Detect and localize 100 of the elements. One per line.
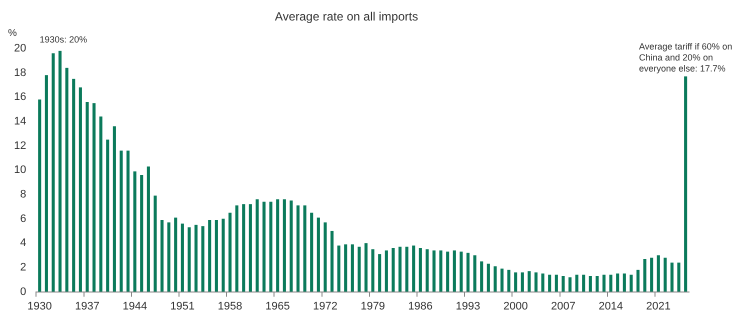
bar — [520, 272, 524, 292]
y-tick-label: 8 — [20, 188, 26, 200]
bar — [330, 230, 334, 292]
bar — [473, 255, 476, 292]
bar — [616, 274, 620, 292]
x-tick-label: 1986 — [408, 300, 433, 312]
bar — [222, 218, 225, 292]
bar — [58, 50, 62, 292]
x-tick-label: 2021 — [646, 300, 671, 312]
bar — [310, 212, 314, 292]
bar — [194, 224, 198, 292]
bar — [405, 246, 408, 292]
bar — [466, 252, 470, 292]
bar — [174, 218, 178, 292]
bar — [622, 274, 626, 292]
bar — [256, 199, 259, 292]
bar — [180, 224, 184, 292]
y-tick-label: 2 — [20, 261, 26, 274]
y-tick-label: 20 — [14, 42, 26, 54]
bar — [486, 264, 490, 292]
bar — [432, 250, 436, 292]
y-tick-label: 10 — [14, 164, 26, 176]
bar — [575, 274, 578, 292]
x-tick-label: 1965 — [265, 300, 290, 312]
bar — [282, 199, 286, 292]
bar — [242, 204, 246, 292]
y-tick-label: 0 — [20, 286, 26, 298]
bar — [140, 174, 144, 292]
x-tick-label: 2007 — [550, 300, 576, 312]
y-tick-label: 6 — [20, 212, 26, 225]
bar — [364, 243, 368, 292]
bar — [602, 274, 606, 292]
bar — [228, 212, 232, 292]
bar — [371, 249, 374, 292]
bar — [38, 100, 42, 292]
bar — [133, 171, 136, 292]
bar — [398, 246, 402, 292]
bar — [154, 196, 157, 292]
bar — [350, 244, 354, 292]
bar — [588, 276, 592, 292]
bar — [235, 205, 238, 292]
bar — [446, 252, 450, 292]
bar — [677, 262, 680, 292]
bar — [112, 126, 116, 292]
bar — [562, 276, 565, 292]
bar — [630, 274, 633, 292]
bar — [500, 268, 504, 292]
bar — [452, 250, 456, 292]
bar — [636, 270, 640, 292]
bar — [418, 248, 422, 292]
bar — [72, 78, 76, 292]
bar — [358, 246, 361, 292]
x-tick-label: 1951 — [170, 300, 195, 312]
bar — [262, 202, 266, 292]
bar — [514, 272, 518, 292]
bar — [596, 276, 599, 292]
text: 1930s: 20% — [40, 34, 88, 44]
bar — [643, 258, 646, 292]
bar — [460, 252, 463, 292]
bar — [582, 274, 586, 292]
y-tick-label: 16 — [14, 91, 26, 104]
bar — [392, 248, 395, 292]
bar — [188, 227, 191, 292]
bar — [160, 220, 164, 292]
bar — [480, 261, 484, 292]
bar — [670, 262, 674, 292]
chart-title: Average rate on all imports — [274, 10, 418, 24]
bar — [276, 199, 280, 292]
bar — [78, 87, 82, 292]
bar — [554, 274, 558, 292]
bar — [296, 205, 300, 292]
x-tick-label: 1937 — [74, 300, 100, 312]
x-tick-label: 2014 — [598, 300, 624, 312]
bar — [439, 250, 442, 292]
bar — [208, 220, 212, 292]
bar — [65, 68, 68, 292]
bar — [167, 222, 170, 292]
bar — [507, 270, 510, 292]
bar — [684, 76, 688, 292]
y-tick-label: 12 — [14, 140, 26, 152]
x-tick-label: 2000 — [503, 300, 528, 312]
x-tick-label: 1993 — [456, 300, 480, 312]
bar — [412, 246, 416, 292]
data-label: Average tariff if 60% on China and 20% on everyone else: 17.7% — [638, 41, 732, 74]
bar — [316, 218, 320, 292]
x-tick-label: 1930 — [27, 300, 52, 312]
bar — [384, 250, 388, 292]
bar — [426, 249, 429, 292]
bar — [214, 220, 218, 292]
x-tick-label: 1979 — [360, 300, 386, 312]
bar — [92, 103, 96, 292]
bar — [337, 246, 340, 292]
bar — [201, 226, 204, 292]
bar — [324, 222, 327, 292]
bar — [650, 258, 654, 292]
y-tick-label: 4 — [20, 237, 26, 250]
bar — [609, 274, 612, 292]
bar — [99, 116, 102, 292]
bar — [248, 204, 252, 292]
bar — [548, 274, 552, 292]
